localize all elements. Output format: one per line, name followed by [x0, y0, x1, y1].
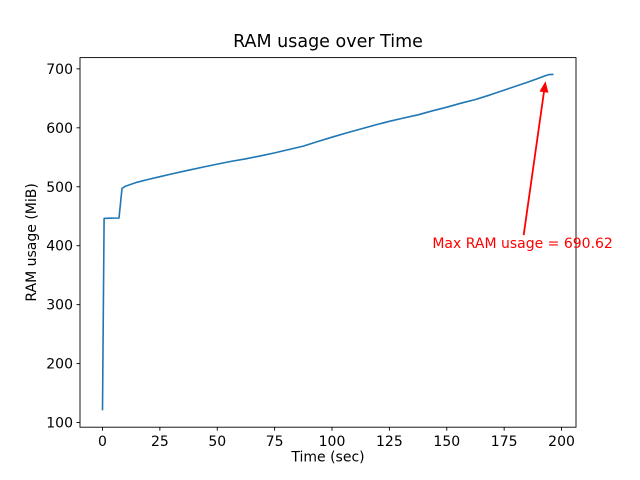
x-tick-label: 0	[98, 434, 107, 450]
x-tick-label: 175	[491, 434, 518, 450]
x-tick-label: 200	[548, 434, 575, 450]
y-tick-label: 100	[46, 416, 73, 432]
annotation-text: Max RAM usage = 690.62	[432, 236, 613, 252]
x-tick-label: 50	[208, 434, 226, 450]
y-tick-label: 500	[46, 180, 73, 196]
x-tick-label: 25	[151, 434, 169, 450]
x-tick-label: 150	[433, 434, 460, 450]
y-tick-label: 200	[46, 357, 73, 373]
y-tick-label: 400	[46, 239, 73, 255]
x-axis-label: Time (sec)	[290, 450, 364, 466]
chart-title: RAM usage over Time	[233, 32, 423, 52]
annotation-arrow-head	[539, 81, 549, 93]
y-tick-label: 700	[46, 62, 73, 78]
y-tick-label: 600	[46, 121, 73, 137]
x-tick-label: 75	[266, 434, 284, 450]
y-tick-label: 300	[46, 298, 73, 314]
annotation-arrow-shaft	[522, 90, 546, 236]
x-tick-label: 125	[376, 434, 403, 450]
ram-usage-line	[101, 73, 554, 411]
y-axis-label: RAM usage (MiB)	[24, 183, 40, 301]
plot-border	[79, 57, 577, 428]
x-tick-label: 100	[319, 434, 346, 450]
